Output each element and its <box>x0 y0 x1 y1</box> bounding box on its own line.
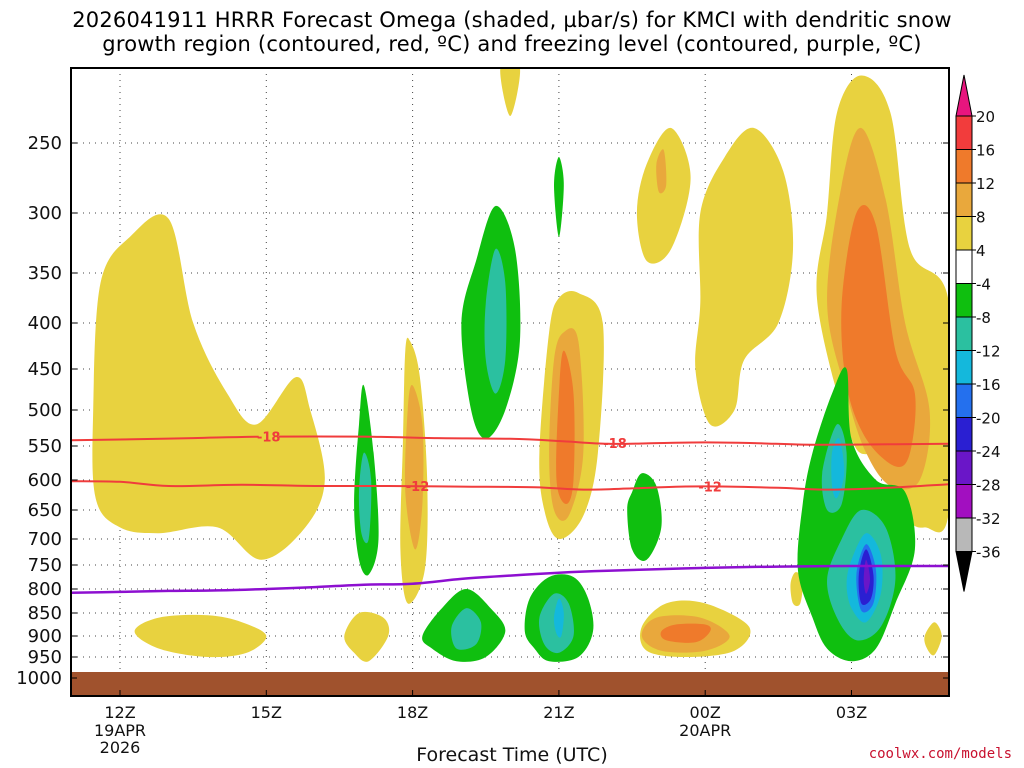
colorbar-label: -4 <box>976 276 991 294</box>
y-tick-label: 300 <box>28 203 62 224</box>
contour-label-bg <box>258 429 279 443</box>
colorbar-label: 4 <box>976 242 986 260</box>
omega-region-neg4 <box>554 157 564 237</box>
y-tick-label: 250 <box>28 133 62 154</box>
temperature-contours: -18 -18 -12 -12 <box>71 429 949 595</box>
colorbar-label: 8 <box>976 209 986 227</box>
y-tick-label: 400 <box>28 313 62 334</box>
colorbar-swatch <box>955 350 973 385</box>
omega-region-12 <box>841 205 916 468</box>
omega-region-12 <box>556 350 575 504</box>
y-tick-label: 600 <box>28 470 62 491</box>
colorbar-swatch <box>955 149 973 184</box>
omega-region-4 <box>500 68 521 116</box>
contour-label: -12 <box>406 480 430 495</box>
isotherm-line <box>71 435 949 446</box>
y-tick-label: 450 <box>28 359 62 380</box>
contour-label: -18 <box>603 437 627 452</box>
omega-region-4 <box>695 127 794 427</box>
colorbar: 20 16 12 8 4 -4 -8 -12 -16 -20 -24 -28 -32 -36 <box>955 74 1001 592</box>
y-tick-label: 750 <box>28 555 62 576</box>
colorbar-label: -12 <box>976 343 1001 361</box>
colorbar-swatch <box>955 450 973 485</box>
colorbar-swatch <box>955 517 973 552</box>
y-tick-label: 500 <box>28 400 62 421</box>
x-tick-label: 18Z <box>397 703 428 722</box>
omega-region-neg12 <box>553 598 564 638</box>
y-tick-label: 850 <box>28 603 62 624</box>
colorbar-triangle-bottom <box>955 551 973 592</box>
colorbar-label: -28 <box>976 477 1001 495</box>
x-tick-label: 00Z <box>690 703 721 722</box>
omega-region-8 <box>656 149 667 194</box>
x-tick-label: 03Z <box>836 703 867 722</box>
colorbar-swatch <box>955 182 973 217</box>
omega-region-4 <box>636 127 691 264</box>
colorbar-swatch <box>955 417 973 452</box>
colorbar-label: -36 <box>976 544 1001 562</box>
ground-surface <box>71 672 949 696</box>
omega-shading <box>92 68 949 662</box>
omega-region-4 <box>134 614 267 658</box>
omega-region-12 <box>660 623 711 643</box>
y-tick-label: 650 <box>28 500 62 521</box>
x-axis-title: Forecast Time (UTC) <box>416 744 608 766</box>
colorbar-label: 12 <box>976 175 995 193</box>
colorbar-swatch <box>955 383 973 418</box>
y-tick-label: 950 <box>28 647 62 668</box>
y-tick-label: 1000 <box>16 668 62 689</box>
colorbar-swatch <box>955 283 973 318</box>
omega-region-4 <box>924 622 942 656</box>
isotherm-line <box>71 480 949 491</box>
y-tick-label: 800 <box>28 579 62 600</box>
colorbar-label: -16 <box>976 376 1001 394</box>
colorbar-label: 16 <box>976 142 995 160</box>
x-tick-label: 21Z <box>543 703 574 722</box>
contour-label: -18 <box>257 431 281 446</box>
x-tick-date-label: 2026 <box>100 738 141 757</box>
colorbar-swatch <box>955 115 973 150</box>
omega-region-neg8 <box>451 608 482 650</box>
x-tick-label: 12Z <box>104 703 135 722</box>
y-axis: 2503003504004505005506006507007508008509… <box>16 133 949 689</box>
colorbar-label: 20 <box>976 108 995 126</box>
chart-title-line-1: 2026041911 HRRR Forecast Omega (shaded, … <box>72 8 952 32</box>
credit-text: coolwx.com/models <box>868 746 1012 762</box>
omega-region-neg8 <box>484 248 507 394</box>
freezing-level-line <box>71 564 949 595</box>
colorbar-swatch <box>955 316 973 351</box>
colorbar-swatch <box>955 216 973 251</box>
omega-region-8 <box>404 385 424 550</box>
x-tick-date-label: 20APR <box>679 721 731 740</box>
chart-title-line-2: growth region (contoured, red, ºC) and f… <box>102 32 922 56</box>
plot-frame <box>70 67 950 697</box>
y-tick-label: 900 <box>28 626 62 647</box>
omega-region-4 <box>92 214 325 560</box>
colorbar-label: -32 <box>976 510 1001 528</box>
omega-region-neg12 <box>831 438 845 499</box>
contour-label: -12 <box>698 481 722 496</box>
omega-region-neg4 <box>627 473 662 561</box>
x-tick-label: 15Z <box>251 703 282 722</box>
y-tick-label: 700 <box>28 529 62 550</box>
colorbar-swatch <box>955 484 973 519</box>
omega-region-neg24 <box>863 559 870 594</box>
omega-region-4 <box>344 611 390 662</box>
colorbar-label: -8 <box>976 309 991 327</box>
y-tick-label: 550 <box>28 436 62 457</box>
colorbar-swatch <box>955 249 973 284</box>
colorbar-label: -20 <box>976 410 1001 428</box>
x-tick-date-label: 19APR <box>94 721 146 740</box>
colorbar-triangle-top <box>955 74 973 117</box>
colorbar-label: -24 <box>976 443 1001 461</box>
y-tick-label: 350 <box>28 263 62 284</box>
omega-region-neg8 <box>358 452 372 544</box>
